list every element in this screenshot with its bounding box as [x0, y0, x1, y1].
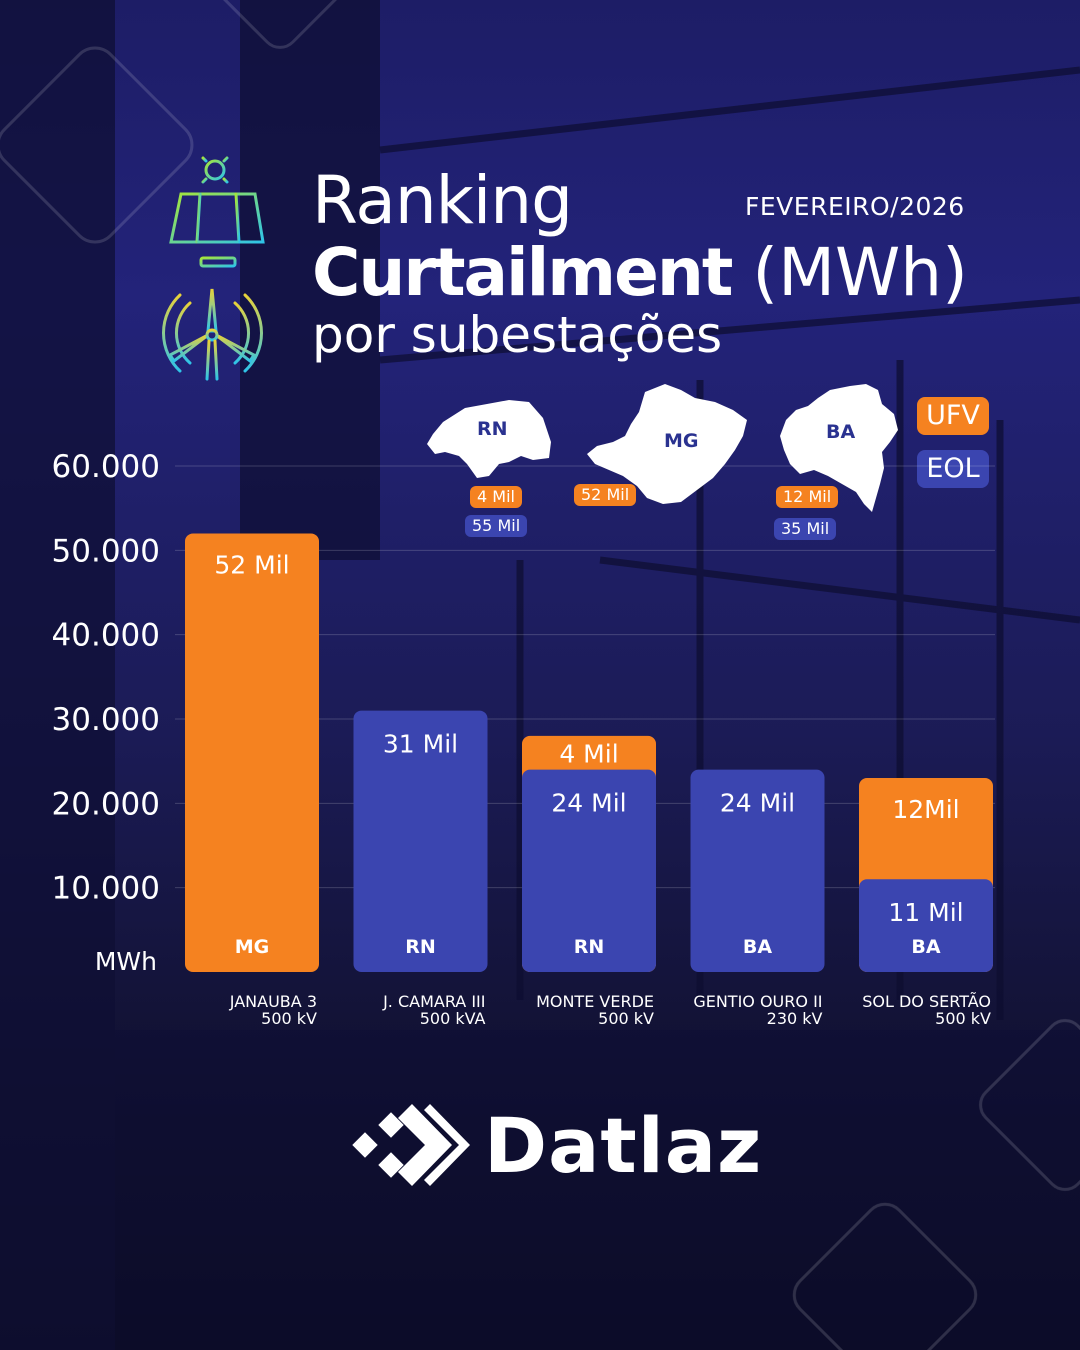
- x-voltage-sol-do-sert-o: 500 kV: [935, 1009, 991, 1028]
- y-axis-unit: MWh: [95, 947, 157, 976]
- state-label-rn: RN: [477, 418, 508, 440]
- mg-ufv-badge: 52 Mil: [574, 484, 637, 506]
- y-tick-label-1: 50.000: [52, 533, 160, 569]
- bar-ufv-janauba-3: [185, 533, 319, 972]
- x-label-sol-do-sert-o: SOL DO SERTÃO: [862, 992, 991, 1011]
- bar-state-janauba-3: MG: [235, 936, 270, 958]
- y-tick-label-4: 20.000: [52, 786, 160, 822]
- bar-state-j-camara-iii: RN: [405, 936, 436, 958]
- title-main: Curtailment (MWh): [312, 240, 968, 306]
- x-label-gentio-ouro-ii: GENTIO OURO II: [693, 992, 822, 1011]
- deco-diamond-4: [792, 1202, 978, 1350]
- title-line3: por subestações: [312, 306, 723, 364]
- value-label-eol-sol-do-sert-o: 11 Mil: [888, 898, 963, 927]
- title-line1: Ranking: [312, 162, 573, 239]
- bar-state-sol-do-sert-o: BA: [911, 936, 940, 958]
- bar-eol-j-camara-iii: [353, 710, 488, 972]
- y-tick-label-5: 10.000: [52, 871, 160, 907]
- state-map-ba: [780, 384, 898, 512]
- bar-state-monte-verde: RN: [574, 936, 605, 958]
- value-label-ufv-janauba-3: 52 Mil: [214, 550, 289, 579]
- brand-name: Datlaz: [484, 1101, 763, 1190]
- value-label-eol-j-camara-iii: 31 Mil: [383, 730, 458, 759]
- x-voltage-j-camara-iii: 500 kVA: [420, 1009, 486, 1028]
- bar-chart: 60.000 50.000 40.000 30.000 20.000 10.000 MWh 5…: [52, 449, 993, 1028]
- x-label-janauba-3: JANAUBA 3: [229, 992, 317, 1011]
- legend-ufv: UFV: [917, 397, 989, 435]
- value-label-eol-monte-verde: 24 Mil: [551, 789, 626, 818]
- bg-insulator-left: [0, 0, 115, 1350]
- state-map-rn: [427, 400, 551, 478]
- rn-ufv-badge: 4 Mil: [470, 486, 522, 508]
- title-unit: (MWh): [752, 234, 968, 311]
- y-tick-label-0: 60.000: [52, 449, 160, 485]
- deco-diamond-1: [0, 46, 194, 244]
- y-tick-label-2: 40.000: [52, 618, 160, 654]
- x-voltage-gentio-ouro-ii: 230 kV: [767, 1009, 823, 1028]
- period-date: FEVEREIRO/2026: [745, 192, 965, 221]
- ba-eol-badge: 35 Mil: [774, 518, 837, 540]
- bar-eol-sol-do-sert-o: [859, 879, 993, 972]
- bg-insulator-center: [240, 0, 380, 560]
- bar-eol-monte-verde: [522, 769, 656, 972]
- value-label-ufv-monte-verde: 4 Mil: [559, 740, 618, 769]
- title-bold: Curtailment: [312, 234, 733, 311]
- rn-eol-badge: 55 Mil: [465, 515, 528, 537]
- value-label-eol-gentio-ouro-ii: 24 Mil: [720, 789, 795, 818]
- state-label-ba: BA: [826, 421, 856, 443]
- solar-panel-icon: [169, 150, 265, 268]
- deco-diamond-3: [979, 1019, 1080, 1191]
- deco-diamond-2: [201, 0, 359, 49]
- y-tick-label-3: 30.000: [52, 702, 160, 738]
- x-label-monte-verde: MONTE VERDE: [536, 992, 654, 1011]
- bg-ground: [0, 1030, 1080, 1350]
- x-voltage-monte-verde: 500 kV: [598, 1009, 654, 1028]
- x-label-j-camara-iii: J. CAMARA III: [382, 992, 485, 1011]
- value-label-ufv-sol-do-sert-o: 12Mil: [892, 795, 959, 824]
- legend-eol: EOL: [917, 450, 989, 488]
- bar-eol-gentio-ouro-ii: [690, 769, 825, 972]
- bar-state-gentio-ouro-ii: BA: [743, 936, 772, 958]
- wind-turbine-icon: [162, 288, 263, 391]
- state-label-mg: MG: [664, 430, 699, 452]
- x-voltage-janauba-3: 500 kV: [261, 1009, 317, 1028]
- datlaz-logo-icon: [352, 1104, 470, 1186]
- ba-ufv-badge: 12 Mil: [776, 486, 839, 508]
- state-map-mg: [587, 384, 747, 504]
